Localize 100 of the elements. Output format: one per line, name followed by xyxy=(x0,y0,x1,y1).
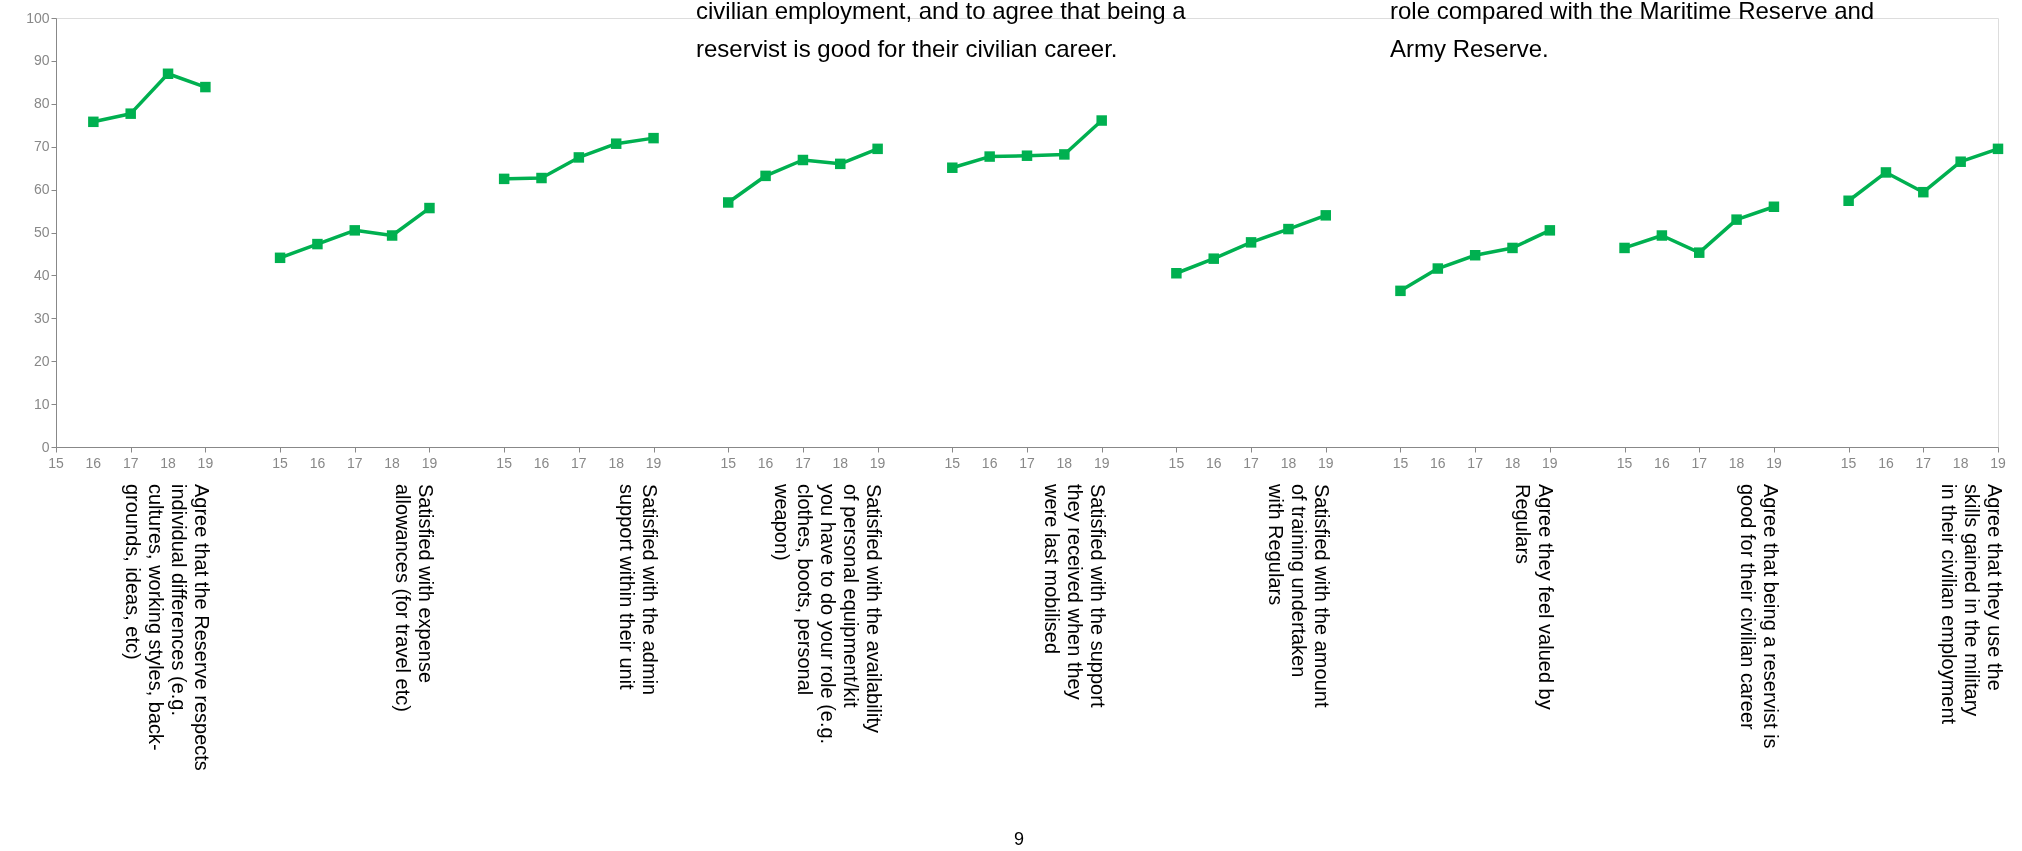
x-tick-label: 18 xyxy=(608,455,625,471)
point xyxy=(1507,242,1518,254)
point xyxy=(125,108,136,119)
x-tick-label: 19 xyxy=(645,455,662,471)
y-tick-label: 0 xyxy=(41,438,50,455)
point xyxy=(1619,242,1630,254)
point xyxy=(1171,268,1182,279)
x-tick-label: 17 xyxy=(795,455,811,471)
y-tick-label: 50 xyxy=(33,224,50,240)
y-tick-label: 90 xyxy=(33,52,50,69)
point xyxy=(162,68,174,80)
text: Satisfied with the admin support within their unit xyxy=(616,484,662,696)
point xyxy=(312,238,323,250)
point xyxy=(386,230,398,241)
y-tick-label: 40 xyxy=(33,266,50,283)
y-tick-label: 20 xyxy=(33,352,50,369)
x-tick-label: 16 xyxy=(1654,455,1670,471)
annotation: role compared with the Maritime Reserve and Army Reserve. xyxy=(1390,0,1875,62)
text: Agree that the Reserve respects individual differences (e.g. cultures, working styles, back- grounds, ideas, etc) xyxy=(121,484,213,771)
x-tick-label: 15 xyxy=(272,455,289,471)
y-tick-label: 70 xyxy=(33,138,50,155)
text: Agree that being a reservist is good for their civilian career xyxy=(1736,484,1782,749)
x-tick-label: 17 xyxy=(122,455,139,471)
x-tick-label: 16 xyxy=(1878,455,1894,471)
point xyxy=(1656,230,1668,241)
x-tick-label: 18 xyxy=(1056,455,1073,471)
x-tick-label: 19 xyxy=(869,455,886,471)
x-tick-label: 19 xyxy=(1542,455,1558,471)
point xyxy=(1843,195,1854,206)
point xyxy=(1059,149,1070,160)
x-tick-label: 17 xyxy=(1019,455,1035,471)
x-tick-label: 15 xyxy=(1168,455,1185,471)
x-tick-label: 17 xyxy=(1243,455,1260,471)
text: Satisfied with the support they received when they were last mobilised xyxy=(1041,483,1110,708)
x-tick-label: 15 xyxy=(944,455,961,471)
point xyxy=(498,173,510,185)
x-tick-label: 17 xyxy=(1915,455,1932,471)
text: Satisfied with expense allowances (for travel etc) xyxy=(392,484,438,712)
x-tick-label: 18 xyxy=(1728,455,1745,471)
x-tick-label: 17 xyxy=(346,455,363,471)
point xyxy=(1731,214,1742,225)
x-tick-label: 16 xyxy=(981,455,998,471)
point xyxy=(1469,249,1481,261)
x-tick-label: 19 xyxy=(197,455,214,471)
x-tick-label: 19 xyxy=(1990,455,2006,471)
point xyxy=(872,143,883,155)
point xyxy=(349,225,361,236)
point xyxy=(1096,115,1107,126)
x-tick-label: 16 xyxy=(533,455,550,471)
point xyxy=(1992,143,2004,155)
point xyxy=(1320,210,1332,221)
x-tick-label: 16 xyxy=(85,455,102,471)
x-tick-label: 19 xyxy=(421,455,438,471)
point xyxy=(648,132,659,144)
x-tick-label: 18 xyxy=(1280,455,1297,471)
point xyxy=(1768,201,1780,212)
x-tick-label: 17 xyxy=(1691,455,1708,471)
x-tick-label: 15 xyxy=(496,455,513,471)
point xyxy=(1021,150,1033,161)
text: Satisfied with the availability of personal equipment/kit you have to do your role (e.g. clothes, boots, personal weapon) xyxy=(771,483,886,745)
point xyxy=(1208,253,1219,264)
point xyxy=(610,138,622,149)
point xyxy=(797,154,809,166)
point xyxy=(1918,186,1929,198)
y-tick-label: 30 xyxy=(33,309,50,326)
point xyxy=(1544,225,1556,236)
text: Agree they feel valued by Regulars xyxy=(1512,484,1558,710)
x-tick-label: 19 xyxy=(1317,455,1334,471)
x-tick-label: 15 xyxy=(1840,455,1857,471)
point xyxy=(722,197,734,208)
y-tick-label: 80 xyxy=(33,95,50,112)
point xyxy=(1283,223,1294,235)
x-tick-label: 15 xyxy=(1616,455,1633,471)
y-tick-label: 10 xyxy=(33,395,50,412)
point xyxy=(573,152,585,163)
x-tick-label: 16 xyxy=(757,455,774,471)
point xyxy=(200,81,211,93)
point xyxy=(760,170,771,182)
x-tick-label: 17 xyxy=(1467,455,1484,471)
x-tick-label: 18 xyxy=(1952,455,1969,471)
point xyxy=(88,116,99,128)
point xyxy=(1245,237,1257,248)
point xyxy=(536,172,547,184)
point xyxy=(1880,167,1892,178)
point xyxy=(424,202,435,214)
x-tick-label: 16 xyxy=(1205,455,1222,471)
x-tick-label: 16 xyxy=(309,455,326,471)
x-tick-label: 17 xyxy=(571,455,587,471)
annotation: civilian employment, and to agree that being a reservist is good for their civilian career. xyxy=(696,0,1187,62)
x-tick-label: 18 xyxy=(384,455,401,471)
y-tick-label: 60 xyxy=(33,181,50,198)
point xyxy=(984,151,995,162)
point xyxy=(274,252,286,264)
text: Satisfied with the amount of training undertaken with Regulars xyxy=(1265,483,1334,708)
point xyxy=(1395,285,1406,297)
x-tick-label: 18 xyxy=(1504,455,1521,471)
y-tick-label: 100 xyxy=(26,9,50,26)
x-tick-label: 15 xyxy=(48,455,64,471)
point xyxy=(835,158,846,170)
x-tick-label: 16 xyxy=(1430,455,1446,471)
